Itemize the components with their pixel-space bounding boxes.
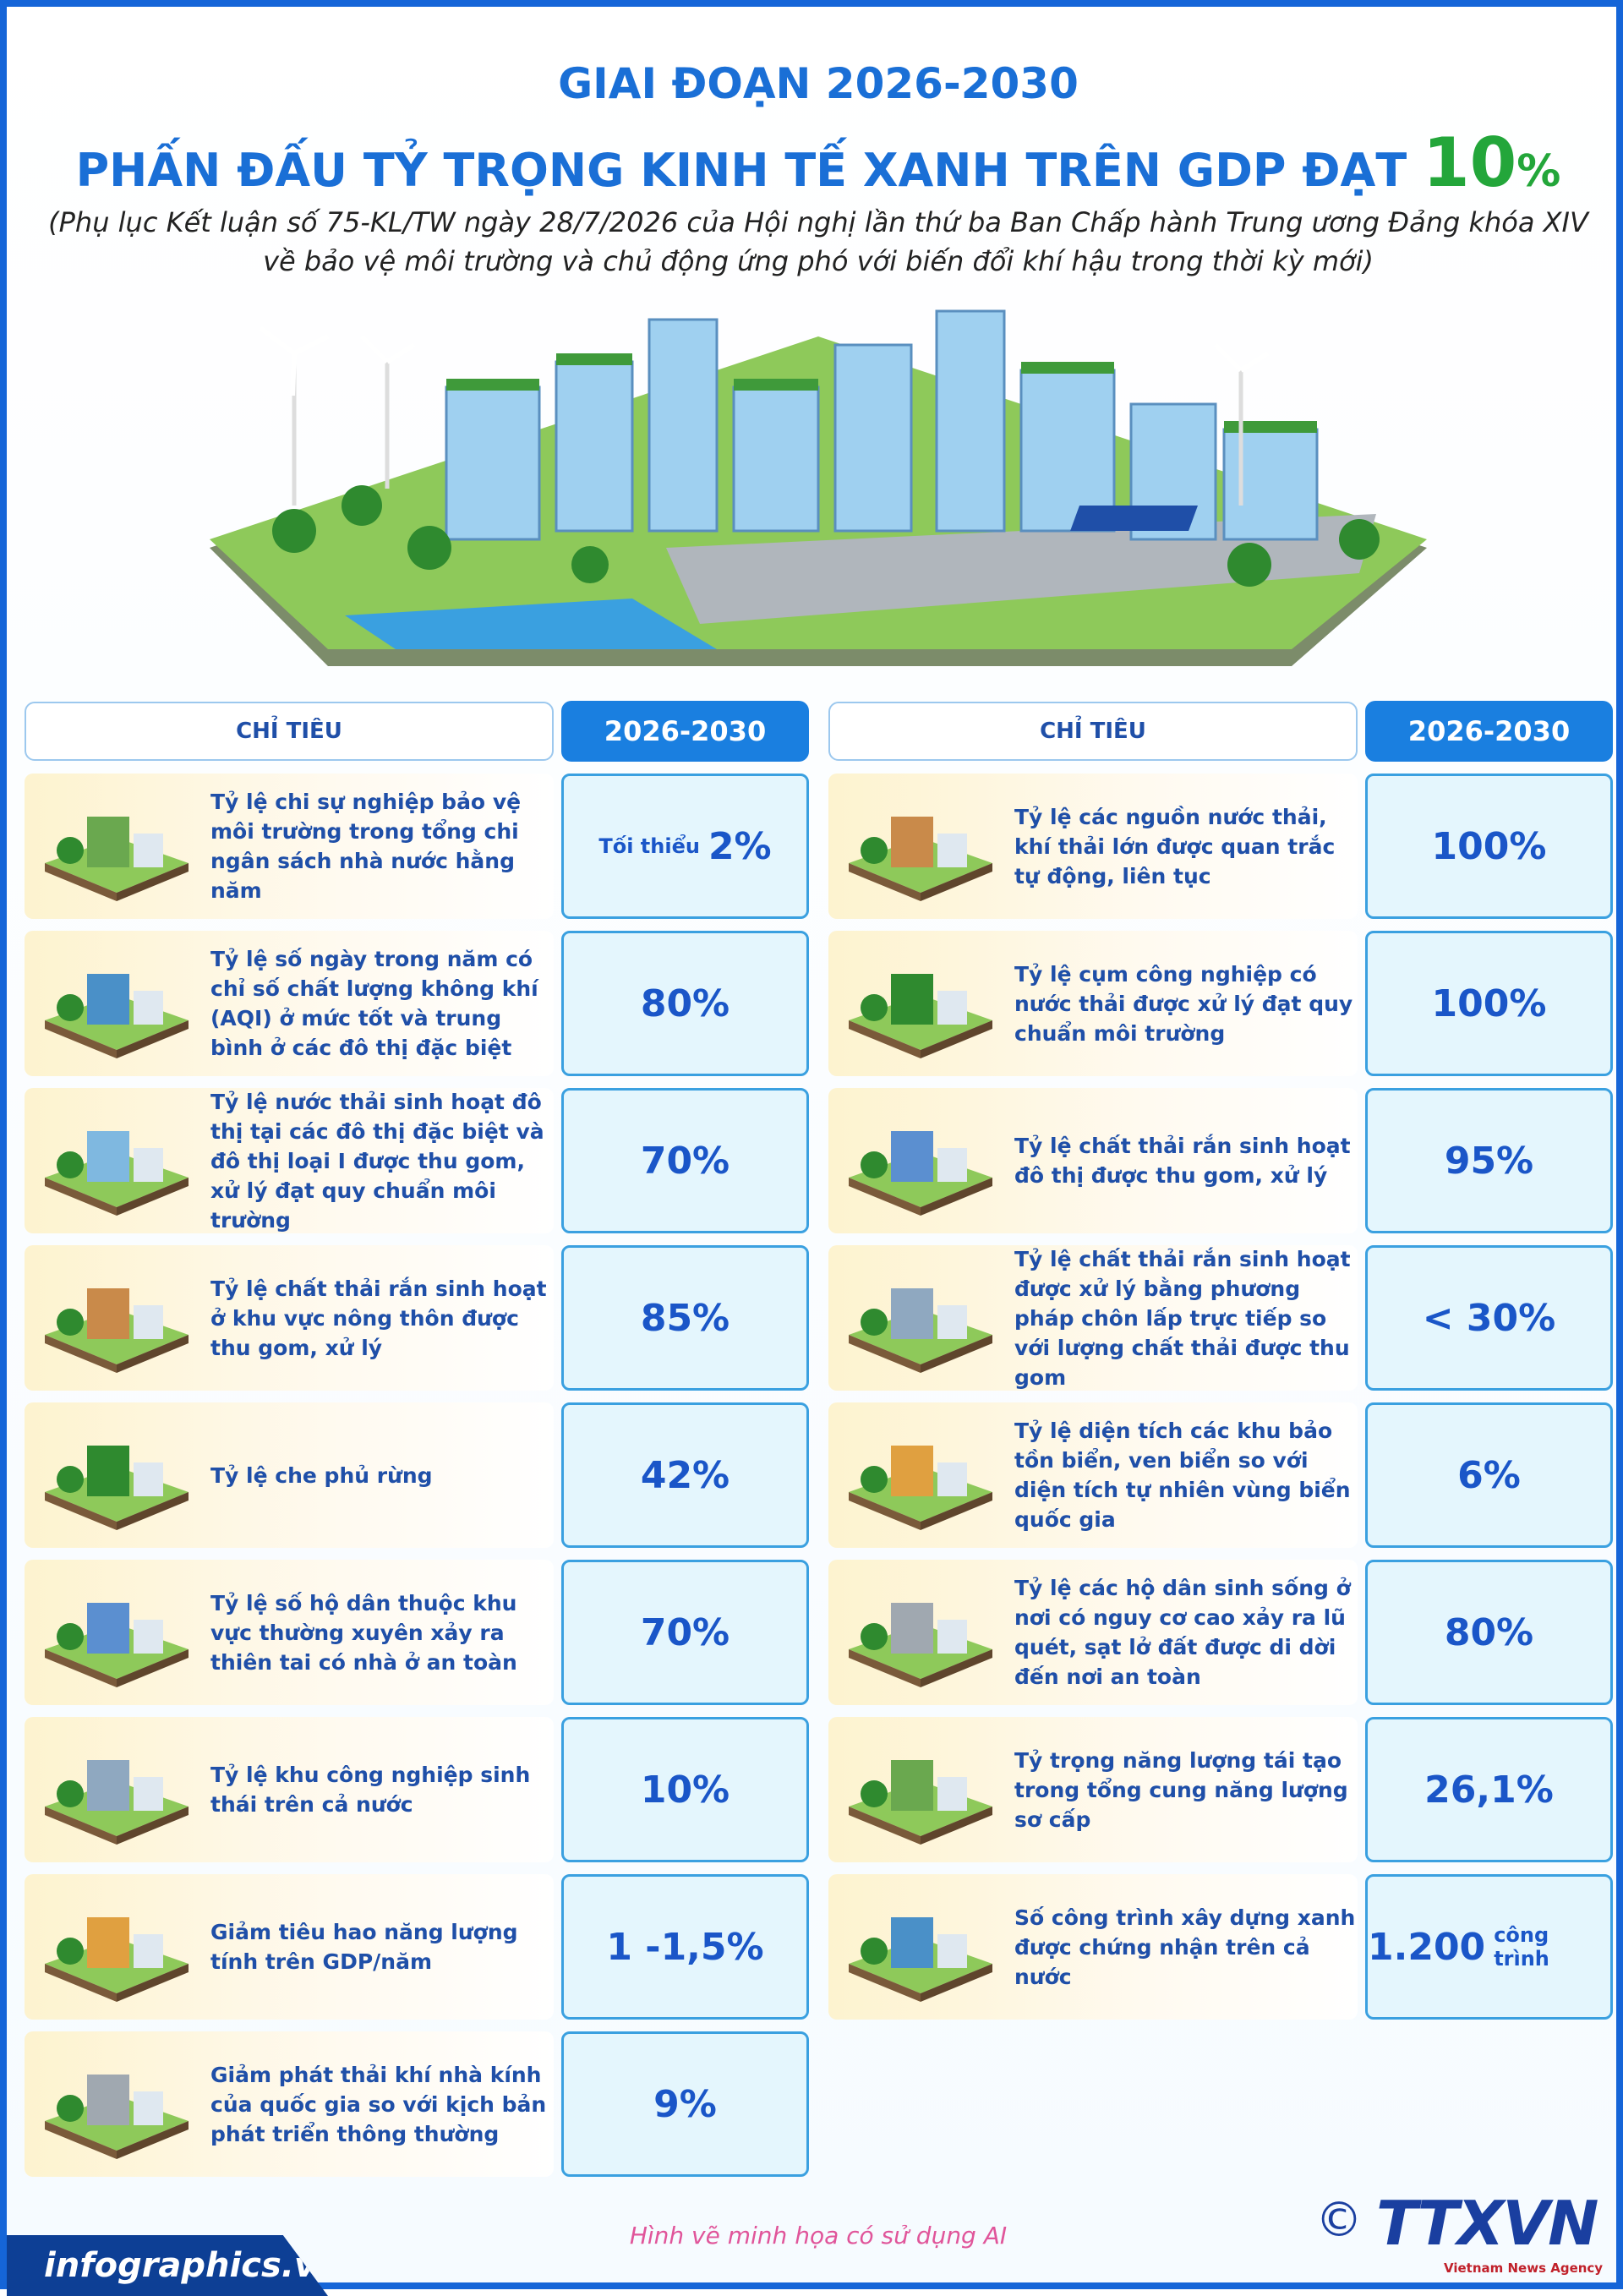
title: GIAI ĐOẠN 2026-2030 — [558, 59, 1079, 108]
target-value: 9% — [561, 2031, 809, 2177]
indicator-label: Tỷ lệ diện tích các khu bảo tồn biển, ve… — [1014, 1419, 1351, 1532]
logo: TTXVN — [1376, 2188, 1598, 2259]
agency: Vietnam News Agency — [1444, 2260, 1604, 2276]
header-indicator: CHỈ TIÊU — [25, 702, 554, 761]
row-icon — [849, 1917, 992, 2002]
indicator-label: Tỷ lệ khu công nghiệp sinh thái trên cả … — [210, 1763, 531, 1817]
target-value: 100% — [1365, 774, 1613, 919]
row-icon — [45, 817, 189, 901]
target-value: 95% — [1365, 1088, 1613, 1233]
value: 85% — [640, 1296, 730, 1340]
indicator-label: Giảm phát thải khí nhà kính của quốc gia… — [210, 2062, 547, 2146]
target-value: 80% — [561, 931, 809, 1076]
subtitle: (Phụ lục Kết luận số 75-KL/TW ngày 28/7/… — [48, 206, 1588, 238]
value: 80% — [640, 981, 730, 1025]
header-period: 2026-2030 — [561, 701, 809, 762]
value: 26,1% — [1424, 1768, 1554, 1812]
subtitle: về bảo vệ môi trường và chủ động ứng phó… — [263, 245, 1374, 277]
value: 100% — [1431, 824, 1547, 868]
target-value: 6% — [1365, 1402, 1613, 1548]
indicator-label: Tỷ lệ số ngày trong năm có chỉ số chất l… — [210, 947, 538, 1060]
value: 100% — [1431, 981, 1547, 1025]
row-icon — [45, 1603, 189, 1687]
row-icon — [45, 1446, 189, 1530]
value: 42% — [640, 1453, 730, 1497]
value-suffix: công trình — [1494, 1923, 1549, 1971]
target-value: 70% — [561, 1560, 809, 1705]
row-icon — [849, 1288, 992, 1373]
row-icon — [849, 817, 992, 901]
header-indicator: CHỈ TIÊU — [828, 702, 1358, 761]
row-icon — [45, 1288, 189, 1373]
value: 1 -1,5% — [606, 1925, 764, 1969]
indicator-label: Tỷ lệ các hộ dân sinh sống ở nơi có nguy… — [1014, 1576, 1351, 1689]
row-icon — [45, 974, 189, 1058]
value: 9% — [653, 2082, 717, 2126]
row-icon — [45, 1760, 189, 1845]
value: 1.200 — [1368, 1925, 1486, 1969]
city-illustration — [210, 309, 1427, 666]
footer-note: Hình vẽ minh họa có sử dụng AI — [629, 2222, 1008, 2250]
row-icon — [849, 974, 992, 1058]
indicator-label: Tỷ lệ nước thải sinh hoạt đô thị tại các… — [210, 1089, 544, 1233]
target-value: 85% — [561, 1245, 809, 1391]
indicator-label: Tỷ lệ chất thải rắn sinh hoạt đô thị đượ… — [1014, 1134, 1351, 1188]
target-value: < 30% — [1365, 1245, 1613, 1391]
indicator-label: Tỷ lệ chất thải rắn sinh hoạt được xử lý… — [1014, 1246, 1351, 1390]
row-icon — [849, 1446, 992, 1530]
row-icon — [849, 1131, 992, 1216]
header-period: 2026-2030 — [1365, 701, 1613, 762]
title-highlight: 10 — [1422, 123, 1517, 202]
row-icon — [849, 1760, 992, 1845]
row-icon — [45, 1917, 189, 2002]
title-text: PHẤN ĐẤU TỶ TRỌNG KINH TẾ XANH TRÊN GDP … — [75, 144, 1407, 197]
indicator-label: Tỷ lệ che phủ rừng — [210, 1462, 433, 1488]
indicator-label: Tỷ lệ cụm công nghiệp có nước thải được … — [1014, 961, 1353, 1046]
indicator-label: Giảm tiêu hao năng lượng tính trên GDP/n… — [210, 1920, 518, 1974]
copyright: © — [1315, 2193, 1363, 2248]
target-value: 26,1% — [1365, 1717, 1613, 1862]
indicator-label: Tỷ lệ các nguồn nước thải, khí thải lớn … — [1014, 804, 1336, 888]
value: 2% — [708, 824, 772, 868]
value: 70% — [640, 1139, 730, 1183]
target-value: 100% — [1365, 931, 1613, 1076]
target-value: 42% — [561, 1402, 809, 1548]
site-link[interactable]: infographics.vn — [7, 2235, 328, 2296]
target-value: 10% — [561, 1717, 809, 1862]
value: < 30% — [1422, 1296, 1556, 1340]
title: PHẤN ĐẤU TỶ TRỌNG KINH TẾ XANH TRÊN GDP … — [7, 123, 1623, 202]
value-prefix: Tối thiểu — [598, 834, 700, 858]
value: 95% — [1444, 1139, 1534, 1183]
indicator-label: Tỷ trọng năng lượng tái tạo trong tổng c… — [1014, 1747, 1348, 1832]
target-value: 70% — [561, 1088, 809, 1233]
value: 80% — [1444, 1610, 1534, 1654]
target-value: Tối thiểu 2% — [561, 774, 809, 919]
row-icon — [849, 1603, 992, 1687]
value: 6% — [1457, 1453, 1521, 1497]
indicator-label: Tỷ lệ chất thải rắn sinh hoạt ở khu vực … — [210, 1276, 547, 1360]
target-value: 1 -1,5% — [561, 1874, 809, 2020]
row-icon — [45, 2075, 189, 2159]
indicator-label: Tỷ lệ chi sự nghiệp bảo vệ môi trường tr… — [210, 790, 522, 903]
row-icon — [45, 1131, 189, 1216]
indicator-label: Số công trình xây dựng xanh được chứng n… — [1014, 1905, 1356, 1989]
value: 10% — [640, 1768, 730, 1812]
title-unit: % — [1516, 146, 1561, 197]
target-value: 80% — [1365, 1560, 1613, 1705]
value: 70% — [640, 1610, 730, 1654]
target-value: 1.200 công trình — [1365, 1874, 1613, 2020]
indicator-label: Tỷ lệ số hộ dân thuộc khu vực thường xuy… — [210, 1590, 517, 1675]
